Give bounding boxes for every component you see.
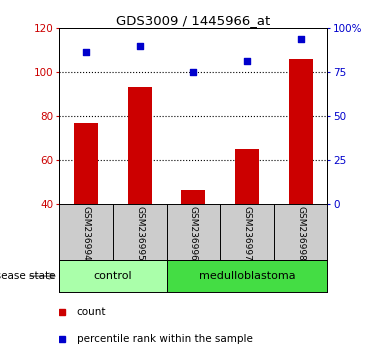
Text: GSM236996: GSM236996	[189, 206, 198, 261]
Text: count: count	[77, 307, 106, 317]
Bar	[74, 122, 98, 204]
Bar	[128, 87, 152, 204]
Bar	[167, 260, 327, 292]
Title: GDS3009 / 1445966_at: GDS3009 / 1445966_at	[116, 14, 270, 27]
Text: GSM236998: GSM236998	[296, 206, 305, 261]
Bar	[235, 149, 259, 204]
Text: GSM236994: GSM236994	[82, 206, 91, 261]
Point	[83, 50, 89, 55]
Bar	[289, 59, 313, 204]
Text: disease state: disease state	[0, 271, 56, 281]
Point	[244, 58, 250, 64]
Point	[137, 43, 143, 48]
Point	[190, 69, 196, 75]
Text: GSM236997: GSM236997	[242, 206, 252, 261]
Bar	[182, 190, 205, 204]
Text: control: control	[94, 271, 132, 281]
Text: medulloblastoma: medulloblastoma	[199, 271, 295, 281]
Bar	[59, 260, 167, 292]
Text: percentile rank within the sample: percentile rank within the sample	[77, 334, 253, 344]
Point	[298, 36, 304, 42]
Text: GSM236995: GSM236995	[135, 206, 144, 261]
